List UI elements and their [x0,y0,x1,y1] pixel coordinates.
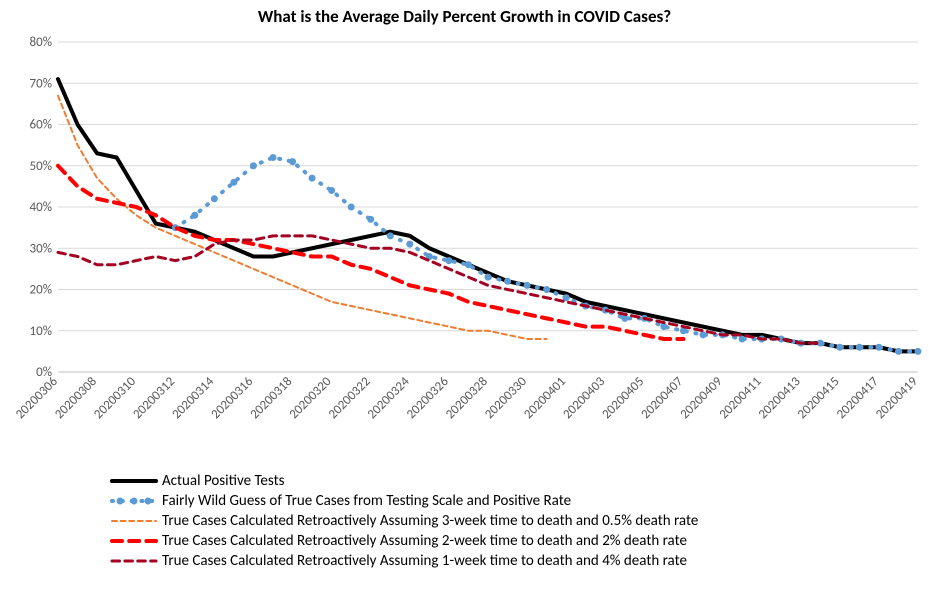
x-tick-label: 20200411 [717,374,765,422]
y-tick-label: 40% [30,200,52,215]
series-wildguess-marker [524,282,531,289]
x-tick-label: 20200326 [404,374,452,422]
series-wildguess-marker [270,154,277,161]
series-wildguess-marker [660,323,667,330]
x-tick-label: 20200318 [247,374,295,422]
legend-item-retro3w: True Cases Calculated Retroactively Assu… [110,512,910,530]
series-wildguess-marker [387,232,394,239]
x-tick-label: 20200405 [599,374,647,422]
series-actual [58,79,918,351]
x-tick-label: 20200403 [560,374,608,422]
x-tick-label: 20200407 [638,374,686,422]
chart-title: What is the Average Daily Percent Growth… [0,6,929,27]
series-wildguess-marker [621,315,628,322]
series-wildguess-marker [856,344,863,351]
series-wildguess-marker [406,241,413,248]
chart-container: What is the Average Daily Percent Growth… [0,0,929,603]
y-tick-label: 70% [30,76,52,91]
y-tick-label: 50% [30,159,52,174]
y-tick-label: 80% [30,35,52,50]
series-wildguess-marker [504,278,511,285]
x-tick-label: 20200306 [13,374,61,422]
series-wildguess-marker [211,195,218,202]
series-wildguess-marker [309,175,316,182]
x-tick-label: 20200314 [169,374,217,422]
y-tick-label: 60% [30,118,52,133]
series-wildguess-marker [445,257,452,264]
series-wildguess-marker [836,344,843,351]
series-wildguess-marker [328,187,335,194]
x-tick-label: 20200409 [677,374,725,422]
series-wildguess-marker [700,331,707,338]
x-tick-label: 20200330 [482,374,530,422]
legend-item-retro1w: True Cases Calculated Retroactively Assu… [110,552,910,570]
series-wildguess-marker [485,274,492,281]
legend-swatch-retro1w [110,552,158,570]
x-tick-label: 20200322 [326,374,374,422]
series-wildguess-marker [348,204,355,211]
y-tick-label: 30% [30,241,52,256]
x-tick-label: 20200324 [365,374,413,422]
series-wildguess-marker [289,158,296,165]
series-wildguess-marker [915,348,922,355]
x-tick-label: 20200320 [287,374,335,422]
legend-label: True Cases Calculated Retroactively Assu… [162,512,698,530]
series-retro2w [58,166,683,339]
legend-item-wildguess: Fairly Wild Guess of True Cases from Tes… [110,492,910,510]
legend-item-actual: Actual Positive Tests [110,472,910,490]
series-wildguess-marker [230,179,237,186]
x-tick-label: 20200417 [834,374,882,422]
x-tick-label: 20200312 [130,374,178,422]
series-wildguess-marker [895,348,902,355]
x-tick-label: 20200413 [756,374,804,422]
y-tick-label: 10% [30,324,52,339]
legend-swatch-actual [110,472,158,490]
legend-item-retro2w: True Cases Calculated Retroactively Assu… [110,532,910,550]
series-wildguess-marker [250,162,257,169]
legend-swatch-retro2w [110,532,158,550]
legend-swatch-wildguess [110,492,158,510]
y-tick-label: 20% [30,283,52,298]
series-wildguess-marker [367,216,374,223]
legend-label: Actual Positive Tests [162,472,284,490]
x-tick-label: 20200415 [795,374,843,422]
series-wildguess-marker [875,344,882,351]
series-wildguess-marker [465,261,472,268]
x-tick-label: 20200328 [443,374,491,422]
x-tick-label: 20200419 [873,374,921,422]
legend-label: Fairly Wild Guess of True Cases from Tes… [162,492,571,510]
series-wildguess-marker [191,212,198,219]
x-tick-label: 20200308 [52,374,100,422]
series-wildguess-marker [543,286,550,293]
x-tick-label: 20200401 [521,374,569,422]
legend-label: True Cases Calculated Retroactively Assu… [162,552,687,570]
legend-swatch-retro3w [110,512,158,530]
legend: Actual Positive Tests Fairly Wild Guess o… [110,470,910,572]
x-tick-label: 20200316 [208,374,256,422]
x-tick-label: 20200310 [91,374,139,422]
legend-label: True Cases Calculated Retroactively Assu… [162,532,687,550]
